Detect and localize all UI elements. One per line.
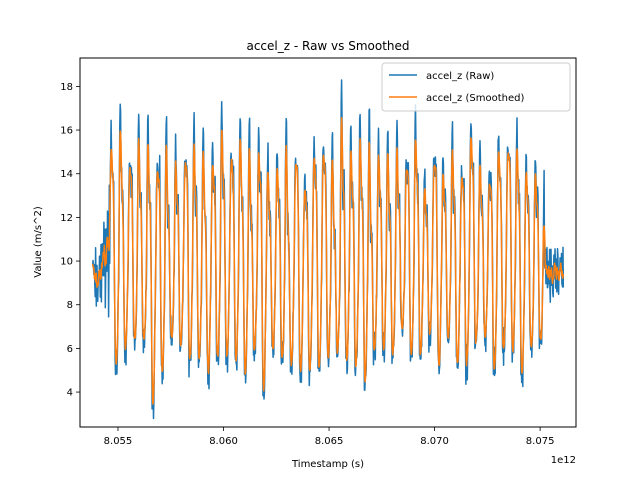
x-axis-offset-label: 1e12 — [551, 455, 576, 466]
legend-label-smoothed: accel_z (Smoothed) — [426, 93, 524, 104]
chart-title: accel_z - Raw vs Smoothed — [246, 39, 409, 53]
y-tick-label: 12 — [60, 213, 73, 224]
plot-frame — [79, 57, 577, 428]
y-tick-label: 18 — [60, 82, 73, 93]
x-tick-label: 8.060 — [209, 436, 238, 447]
y-tick-label: 4 — [67, 388, 73, 399]
y-tick-label: 16 — [60, 126, 73, 137]
y-tick-label: 14 — [60, 169, 73, 180]
x-axis: 8.055 8.060 8.065 8.070 8.075 — [104, 427, 555, 447]
plot-area — [91, 79, 565, 420]
legend-box — [381, 62, 571, 112]
x-tick-label: 8.065 — [315, 436, 344, 447]
y-tick-label: 6 — [67, 344, 73, 355]
legend: accel_z (Raw) accel_z (Smoothed) — [381, 62, 571, 112]
y-tick-label: 10 — [60, 257, 73, 268]
y-tick-label: 8 — [67, 300, 73, 311]
x-tick-label: 8.070 — [420, 436, 449, 447]
x-axis-label: Timestamp (s) — [291, 459, 364, 470]
x-tick-label: 8.075 — [526, 436, 555, 447]
legend-label-raw: accel_z (Raw) — [426, 71, 494, 82]
series-line-smoothed — [91, 117, 565, 405]
x-tick-label: 8.055 — [104, 436, 133, 447]
y-axis: 4 6 8 10 12 14 16 18 — [60, 82, 80, 399]
y-axis-label: Value (m/s^2) — [33, 206, 44, 278]
